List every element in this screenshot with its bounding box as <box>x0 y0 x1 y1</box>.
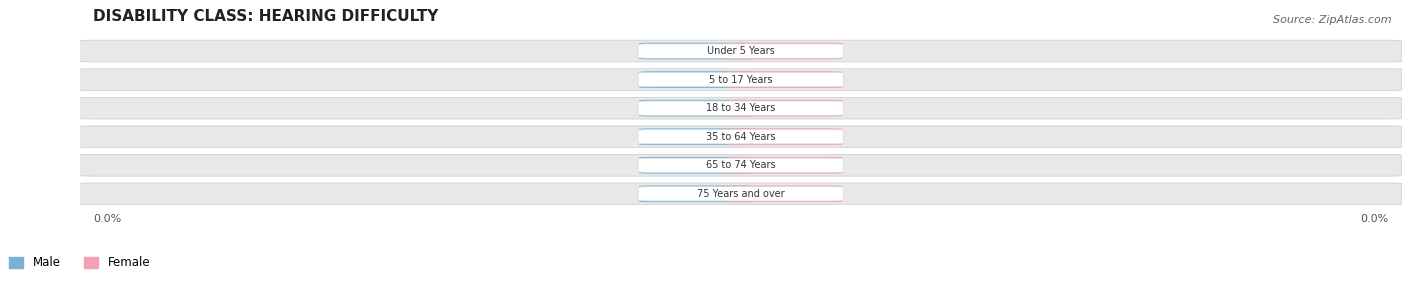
FancyBboxPatch shape <box>727 185 842 202</box>
FancyBboxPatch shape <box>638 43 754 59</box>
FancyBboxPatch shape <box>638 71 754 88</box>
FancyBboxPatch shape <box>638 157 754 174</box>
Text: 65 to 74 Years: 65 to 74 Years <box>706 160 776 170</box>
FancyBboxPatch shape <box>727 128 842 145</box>
Text: Source: ZipAtlas.com: Source: ZipAtlas.com <box>1274 15 1392 25</box>
FancyBboxPatch shape <box>638 185 754 202</box>
Text: 5 to 17 Years: 5 to 17 Years <box>709 75 772 84</box>
Text: 0.0%: 0.0% <box>682 132 711 142</box>
FancyBboxPatch shape <box>80 69 1402 91</box>
FancyBboxPatch shape <box>727 71 842 88</box>
Text: 0.0%: 0.0% <box>770 46 800 56</box>
Text: 0.0%: 0.0% <box>770 132 800 142</box>
Text: 0.0%: 0.0% <box>682 46 711 56</box>
FancyBboxPatch shape <box>638 73 844 87</box>
Text: 0.0%: 0.0% <box>1361 214 1389 224</box>
Text: 0.0%: 0.0% <box>682 103 711 113</box>
Text: 0.0%: 0.0% <box>682 75 711 84</box>
FancyBboxPatch shape <box>638 44 844 58</box>
FancyBboxPatch shape <box>638 158 844 172</box>
Text: 0.0%: 0.0% <box>770 160 800 170</box>
FancyBboxPatch shape <box>727 100 842 117</box>
Text: Under 5 Years: Under 5 Years <box>707 46 775 56</box>
Text: 0.0%: 0.0% <box>770 189 800 199</box>
Text: 0.0%: 0.0% <box>770 103 800 113</box>
Text: 0.0%: 0.0% <box>682 160 711 170</box>
Text: 0.0%: 0.0% <box>93 214 121 224</box>
FancyBboxPatch shape <box>80 40 1402 62</box>
FancyBboxPatch shape <box>638 128 754 145</box>
FancyBboxPatch shape <box>638 187 844 201</box>
Text: 35 to 64 Years: 35 to 64 Years <box>706 132 776 142</box>
FancyBboxPatch shape <box>638 130 844 144</box>
Text: 75 Years and over: 75 Years and over <box>697 189 785 199</box>
FancyBboxPatch shape <box>727 43 842 59</box>
FancyBboxPatch shape <box>638 100 754 117</box>
Legend: Male, Female: Male, Female <box>4 252 155 274</box>
FancyBboxPatch shape <box>638 101 844 115</box>
Text: 0.0%: 0.0% <box>682 189 711 199</box>
FancyBboxPatch shape <box>80 154 1402 176</box>
Text: 0.0%: 0.0% <box>770 75 800 84</box>
Text: 18 to 34 Years: 18 to 34 Years <box>706 103 776 113</box>
Text: DISABILITY CLASS: HEARING DIFFICULTY: DISABILITY CLASS: HEARING DIFFICULTY <box>93 9 439 24</box>
FancyBboxPatch shape <box>80 183 1402 205</box>
FancyBboxPatch shape <box>727 157 842 174</box>
FancyBboxPatch shape <box>80 97 1402 119</box>
FancyBboxPatch shape <box>80 126 1402 148</box>
